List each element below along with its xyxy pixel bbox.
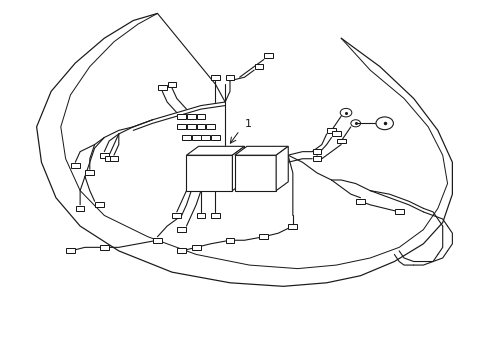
Bar [186, 155, 232, 191]
Bar [394, 210, 403, 215]
Bar [211, 75, 220, 80]
Bar [85, 170, 94, 175]
Bar [186, 124, 195, 129]
Bar [312, 156, 321, 161]
Bar [196, 124, 205, 129]
Bar [186, 114, 195, 119]
Bar [191, 245, 200, 250]
Bar [100, 153, 108, 158]
Bar [177, 124, 185, 129]
Bar [355, 199, 364, 204]
Bar [211, 213, 220, 218]
Bar [172, 213, 181, 218]
Bar [288, 224, 297, 229]
Bar [66, 248, 75, 253]
Bar [182, 135, 190, 140]
Bar [259, 234, 267, 239]
Bar [158, 85, 166, 90]
Polygon shape [234, 146, 287, 155]
Bar [153, 238, 162, 243]
Polygon shape [232, 146, 244, 191]
Bar [109, 156, 118, 161]
Text: 1: 1 [244, 118, 251, 129]
Bar [76, 206, 84, 211]
Polygon shape [186, 146, 244, 155]
Bar [100, 245, 108, 250]
Bar [225, 238, 234, 243]
Bar [95, 202, 103, 207]
Bar [234, 155, 276, 191]
Bar [196, 114, 205, 119]
Bar [331, 131, 340, 136]
Bar [201, 135, 210, 140]
Bar [326, 128, 335, 133]
Bar [196, 213, 205, 218]
Bar [177, 227, 185, 232]
Bar [211, 135, 220, 140]
Bar [264, 54, 272, 58]
Polygon shape [276, 146, 287, 191]
Bar [206, 124, 215, 129]
Bar [167, 82, 176, 87]
Bar [225, 75, 234, 80]
Bar [336, 139, 345, 144]
Bar [191, 135, 200, 140]
Bar [177, 248, 185, 253]
Bar [71, 163, 80, 168]
Bar [177, 114, 185, 119]
Bar [254, 64, 263, 69]
Bar [312, 149, 321, 154]
Bar [104, 156, 113, 161]
